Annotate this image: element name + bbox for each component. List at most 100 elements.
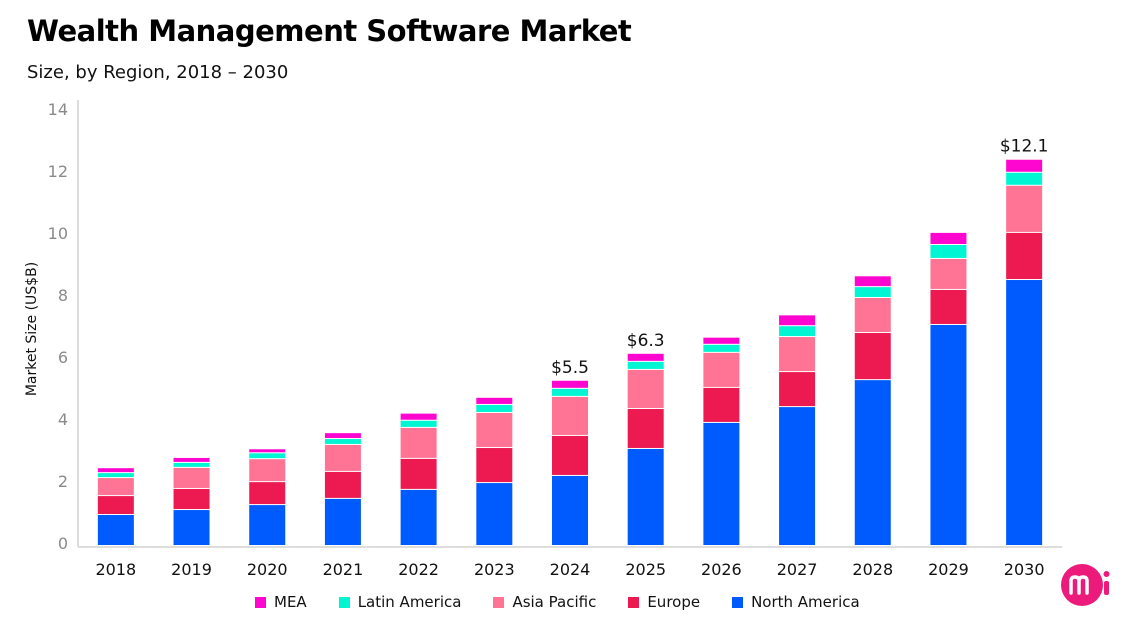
bar-mea-2026 <box>703 337 740 344</box>
bar-mea-2020 <box>249 449 286 453</box>
x-tick-label: 2022 <box>398 560 439 579</box>
bar-europe-2027 <box>779 372 816 407</box>
bar-europe-2028 <box>854 333 891 380</box>
bar-europe-2024 <box>552 435 588 475</box>
legend-swatch <box>338 596 350 608</box>
legend-swatch <box>493 596 505 608</box>
bar-asia-pacific-2024 <box>552 396 588 435</box>
bar-north-america-2026 <box>703 422 740 545</box>
x-tick-label: 2030 <box>1004 560 1045 579</box>
bar-mea-2028 <box>854 276 891 287</box>
bar-asia-pacific-2027 <box>779 337 816 372</box>
bar-latin-america-2023 <box>476 404 513 413</box>
bar-asia-pacific-2023 <box>476 413 513 448</box>
legend-label: MEA <box>274 593 307 611</box>
bar-latin-america-2019 <box>173 462 210 467</box>
bar-mea-2022 <box>400 413 437 420</box>
legend-item: Europe <box>628 593 700 611</box>
chart-title: Wealth Management Software Market <box>27 14 632 48</box>
bar-latin-america-2024 <box>552 388 588 396</box>
bar-asia-pacific-2021 <box>324 444 361 471</box>
bar-asia-pacific-2028 <box>854 298 891 333</box>
bar-north-america-2021 <box>324 498 361 545</box>
legend-label: Latin America <box>357 593 462 611</box>
bar-asia-pacific-2026 <box>703 352 740 387</box>
bar-mea-2030 <box>1006 159 1043 172</box>
bar-europe-2019 <box>173 488 210 510</box>
legend: MEA Latin America Asia Pacific Europe North … <box>255 593 892 611</box>
bar-mea-2019 <box>173 457 210 462</box>
y-tick-label: 10 <box>48 224 68 243</box>
bar-north-america-2027 <box>779 407 816 545</box>
legend-swatch <box>628 596 640 608</box>
data-label: $6.3 <box>627 331 665 351</box>
bar-north-america-2018 <box>97 515 134 545</box>
y-tick-label: 8 <box>58 286 68 305</box>
y-tick-label: 14 <box>48 100 68 119</box>
bar-asia-pacific-2018 <box>97 478 134 496</box>
bar-latin-america-2026 <box>703 344 740 352</box>
legend-swatch <box>255 596 266 608</box>
brand-logo-icon <box>1061 564 1110 606</box>
bar-europe-2020 <box>249 482 286 505</box>
bar-latin-america-2025 <box>627 361 664 369</box>
bar-europe-2030 <box>1006 232 1043 280</box>
bar-north-america-2030 <box>1006 280 1043 545</box>
y-tick-label: 6 <box>58 348 68 367</box>
x-tick-label: 2029 <box>928 560 969 579</box>
bar-europe-2018 <box>97 496 134 514</box>
bar-latin-america-2030 <box>1006 172 1043 185</box>
legend-item: MEA <box>255 593 307 611</box>
bar-mea-2025 <box>627 353 664 361</box>
bar-north-america-2024 <box>552 475 588 545</box>
y-tick-label: 4 <box>58 410 68 429</box>
x-tick-label: 2025 <box>625 560 666 579</box>
bar-asia-pacific-2029 <box>930 258 967 289</box>
x-tick-label: 2024 <box>550 560 591 579</box>
bar-latin-america-2018 <box>97 473 134 478</box>
bar-mea-2021 <box>324 433 361 439</box>
bar-latin-america-2022 <box>400 420 437 427</box>
x-tick-label: 2028 <box>852 560 893 579</box>
bar-asia-pacific-2022 <box>400 427 437 458</box>
legend-label: North America <box>751 593 860 611</box>
bar-latin-america-2028 <box>854 287 891 297</box>
legend-label: Asia Pacific <box>512 593 597 611</box>
bar-mea-2018 <box>97 468 134 473</box>
bar-latin-america-2020 <box>249 453 286 459</box>
bar-north-america-2019 <box>173 510 210 545</box>
bar-north-america-2025 <box>627 448 664 545</box>
chart-subtitle: Size, by Region, 2018 – 2030 <box>27 62 289 83</box>
legend-label: Europe <box>647 593 701 611</box>
legend-item: North America <box>732 593 860 611</box>
y-tick-label: 0 <box>58 534 68 553</box>
bar-europe-2022 <box>400 458 437 489</box>
bar-north-america-2023 <box>476 483 513 545</box>
bar-north-america-2028 <box>854 380 891 545</box>
bar-mea-2023 <box>476 397 513 404</box>
x-tick-label: 2026 <box>701 560 742 579</box>
bar-europe-2023 <box>476 448 513 483</box>
bar-mea-2027 <box>779 315 816 326</box>
bar-europe-2021 <box>324 471 361 498</box>
bar-asia-pacific-2019 <box>173 467 210 488</box>
bar-mea-2024 <box>552 380 588 388</box>
bar-mea-2029 <box>930 232 967 244</box>
bar-latin-america-2029 <box>930 244 967 258</box>
data-label: $12.1 <box>1000 137 1049 157</box>
x-tick-label: 2021 <box>323 560 364 579</box>
x-tick-label: 2027 <box>777 560 818 579</box>
bar-asia-pacific-2020 <box>249 459 286 482</box>
legend-item: Asia Pacific <box>493 593 596 611</box>
x-tick-label: 2018 <box>95 560 136 579</box>
bar-north-america-2029 <box>930 324 967 545</box>
bar-europe-2029 <box>930 289 967 324</box>
x-tick-label: 2019 <box>171 560 212 579</box>
bar-asia-pacific-2030 <box>1006 185 1043 232</box>
bar-europe-2025 <box>627 408 664 448</box>
y-axis-label: Market Size (US$B) <box>24 262 40 396</box>
bar-europe-2026 <box>703 387 740 422</box>
legend-item: Latin America <box>338 593 462 611</box>
data-label: $5.5 <box>551 358 589 378</box>
